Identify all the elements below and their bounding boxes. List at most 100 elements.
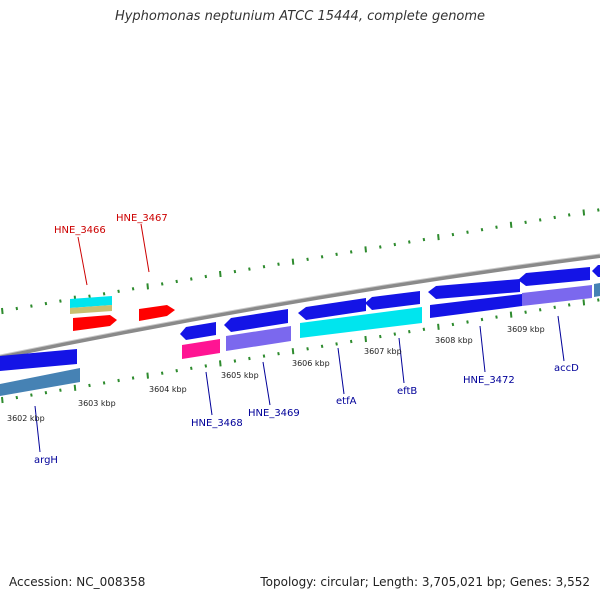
forward-track-minor-tick bbox=[175, 279, 178, 284]
gene-feature-hne3472-blue[interactable] bbox=[428, 279, 520, 299]
reverse-track-minor-tick bbox=[30, 393, 33, 397]
forward-track-minor-tick bbox=[524, 220, 527, 224]
gene-label-accd[interactable]: accD bbox=[554, 363, 579, 374]
reverse-track-minor-tick bbox=[553, 305, 556, 309]
forward-track-minor-tick bbox=[422, 237, 426, 242]
forward-track-major-tick bbox=[146, 283, 149, 290]
reverse-track-minor-tick bbox=[524, 310, 527, 314]
forward-track-minor-tick bbox=[466, 230, 469, 234]
reverse-track-minor-tick bbox=[277, 352, 280, 356]
forward-track-minor-tick bbox=[262, 265, 266, 269]
gene-feature-hne3469-blue[interactable] bbox=[224, 309, 288, 332]
reverse-track-minor-tick bbox=[495, 315, 498, 319]
reverse-track-minor-tick bbox=[204, 364, 208, 368]
gene-feature-edge-steel[interactable] bbox=[594, 283, 600, 297]
gene-label-etfa[interactable]: etfA bbox=[336, 396, 357, 407]
gene-feature-hne3466-khaki[interactable] bbox=[70, 305, 112, 314]
reverse-track-minor-tick bbox=[160, 371, 164, 375]
reverse-track-minor-tick bbox=[408, 330, 411, 334]
gene-feature-hne3466-cyan[interactable] bbox=[70, 296, 112, 308]
forward-track-minor-tick bbox=[393, 242, 397, 247]
forward-track-minor-tick bbox=[131, 287, 135, 291]
reverse-track-minor-tick bbox=[480, 317, 484, 322]
forward-tick-track bbox=[1, 208, 600, 315]
gene-label-argh[interactable]: argH bbox=[34, 455, 58, 466]
gene-feature-hne3469-purple[interactable] bbox=[226, 326, 291, 351]
kbp-label-3608: 3608 kbp bbox=[435, 336, 473, 345]
gene-feature-hne3468-blue[interactable] bbox=[180, 322, 216, 340]
gene-feature-hne3472-blue-lower[interactable] bbox=[430, 294, 522, 318]
forward-track-minor-tick bbox=[335, 252, 338, 256]
reverse-track-major-tick bbox=[582, 299, 586, 306]
forward-track-minor-tick bbox=[88, 294, 91, 298]
gene-label-hne3469[interactable]: HNE_3469 bbox=[248, 408, 300, 419]
reverse-track-major-tick bbox=[364, 335, 367, 343]
forward-track-minor-tick bbox=[160, 282, 164, 286]
gene-label-eftb[interactable]: eftB bbox=[397, 386, 417, 397]
reverse-track-minor-tick bbox=[567, 303, 571, 307]
reverse-track-major-tick bbox=[291, 348, 295, 355]
reverse-track-minor-tick bbox=[131, 376, 135, 380]
gene-feature-accd-purple[interactable] bbox=[522, 285, 592, 306]
gene-feature-hne3468-pink[interactable] bbox=[182, 339, 220, 359]
forward-track-minor-tick bbox=[538, 218, 542, 222]
gene-feature-etfa-blue[interactable] bbox=[298, 298, 366, 320]
forward-track-minor-tick bbox=[379, 245, 382, 249]
forward-track-minor-tick bbox=[102, 292, 106, 296]
reverse-tick-track bbox=[1, 298, 600, 404]
forward-track-major-tick bbox=[219, 270, 222, 278]
reverse-track-minor-tick bbox=[117, 378, 120, 383]
reverse-track-minor-tick bbox=[102, 381, 106, 385]
reverse-track-minor-tick bbox=[335, 342, 338, 346]
forward-feature-track bbox=[70, 296, 175, 331]
gene-label-hne3467[interactable]: HNE_3467 bbox=[116, 213, 168, 224]
label-callouts bbox=[34, 223, 565, 453]
gene-feature-etfa-cyan[interactable] bbox=[300, 307, 422, 338]
reverse-track-minor-tick bbox=[393, 332, 397, 336]
kbp-label-3605: 3605 kbp bbox=[221, 371, 259, 380]
forward-track-minor-tick bbox=[248, 267, 251, 271]
forward-track-minor-tick bbox=[117, 289, 120, 293]
forward-track-minor-tick bbox=[480, 228, 484, 232]
forward-track-major-tick bbox=[509, 221, 513, 228]
reverse-track-major-tick bbox=[73, 384, 77, 391]
reverse-track-minor-tick bbox=[175, 369, 178, 373]
gene-feature-hne3467-red[interactable] bbox=[139, 305, 175, 321]
reverse-track-major-tick bbox=[509, 311, 513, 318]
reverse-track-major-tick bbox=[1, 396, 4, 404]
gene-feature-edge-blue[interactable] bbox=[592, 265, 600, 277]
reverse-track-minor-tick bbox=[597, 298, 600, 302]
forward-track-major-tick bbox=[364, 246, 367, 253]
reverse-track-minor-tick bbox=[538, 308, 542, 312]
gene-feature-hne3466-red[interactable] bbox=[73, 315, 117, 331]
reverse-track-minor-tick bbox=[15, 395, 19, 400]
reverse-track-minor-tick bbox=[248, 356, 251, 361]
reverse-track-major-tick bbox=[437, 323, 440, 330]
forward-track-minor-tick bbox=[30, 304, 33, 308]
gene-feature-accd-blue[interactable] bbox=[518, 267, 590, 286]
gene-label-hne3468[interactable]: HNE_3468 bbox=[191, 418, 243, 429]
kbp-label-3606: 3606 kbp bbox=[292, 359, 330, 368]
gene-label-hne3472[interactable]: HNE_3472 bbox=[463, 375, 515, 386]
reverse-track-minor-tick bbox=[466, 320, 469, 324]
forward-track-minor-tick bbox=[44, 301, 48, 306]
reverse-track-minor-tick bbox=[320, 344, 324, 348]
reverse-track-minor-tick bbox=[422, 327, 426, 331]
forward-track-minor-tick bbox=[495, 225, 498, 229]
reverse-track-minor-tick bbox=[190, 366, 193, 370]
kbp-label-3604: 3604 kbp bbox=[149, 385, 187, 394]
gene-feature-eftb-blue[interactable] bbox=[365, 291, 420, 310]
forward-track-major-tick bbox=[291, 258, 295, 265]
forward-track-minor-tick bbox=[15, 306, 19, 311]
kbp-label-3602: 3602 kbp bbox=[7, 414, 45, 423]
forward-track-minor-tick bbox=[553, 215, 556, 220]
map-title: Hyphomonas neptunium ATCC 15444, complet… bbox=[114, 9, 486, 24]
gene-feature-arg-blue[interactable] bbox=[0, 349, 77, 371]
reverse-track-major-tick bbox=[219, 360, 222, 367]
forward-track-major-tick bbox=[1, 307, 4, 315]
gene-label-hne3466[interactable]: HNE_3466 bbox=[54, 225, 106, 236]
gene-feature-arg-steel[interactable] bbox=[0, 368, 80, 396]
accession-text: Accession: NC_008358 bbox=[9, 575, 146, 589]
reverse-track-minor-tick bbox=[88, 383, 91, 388]
